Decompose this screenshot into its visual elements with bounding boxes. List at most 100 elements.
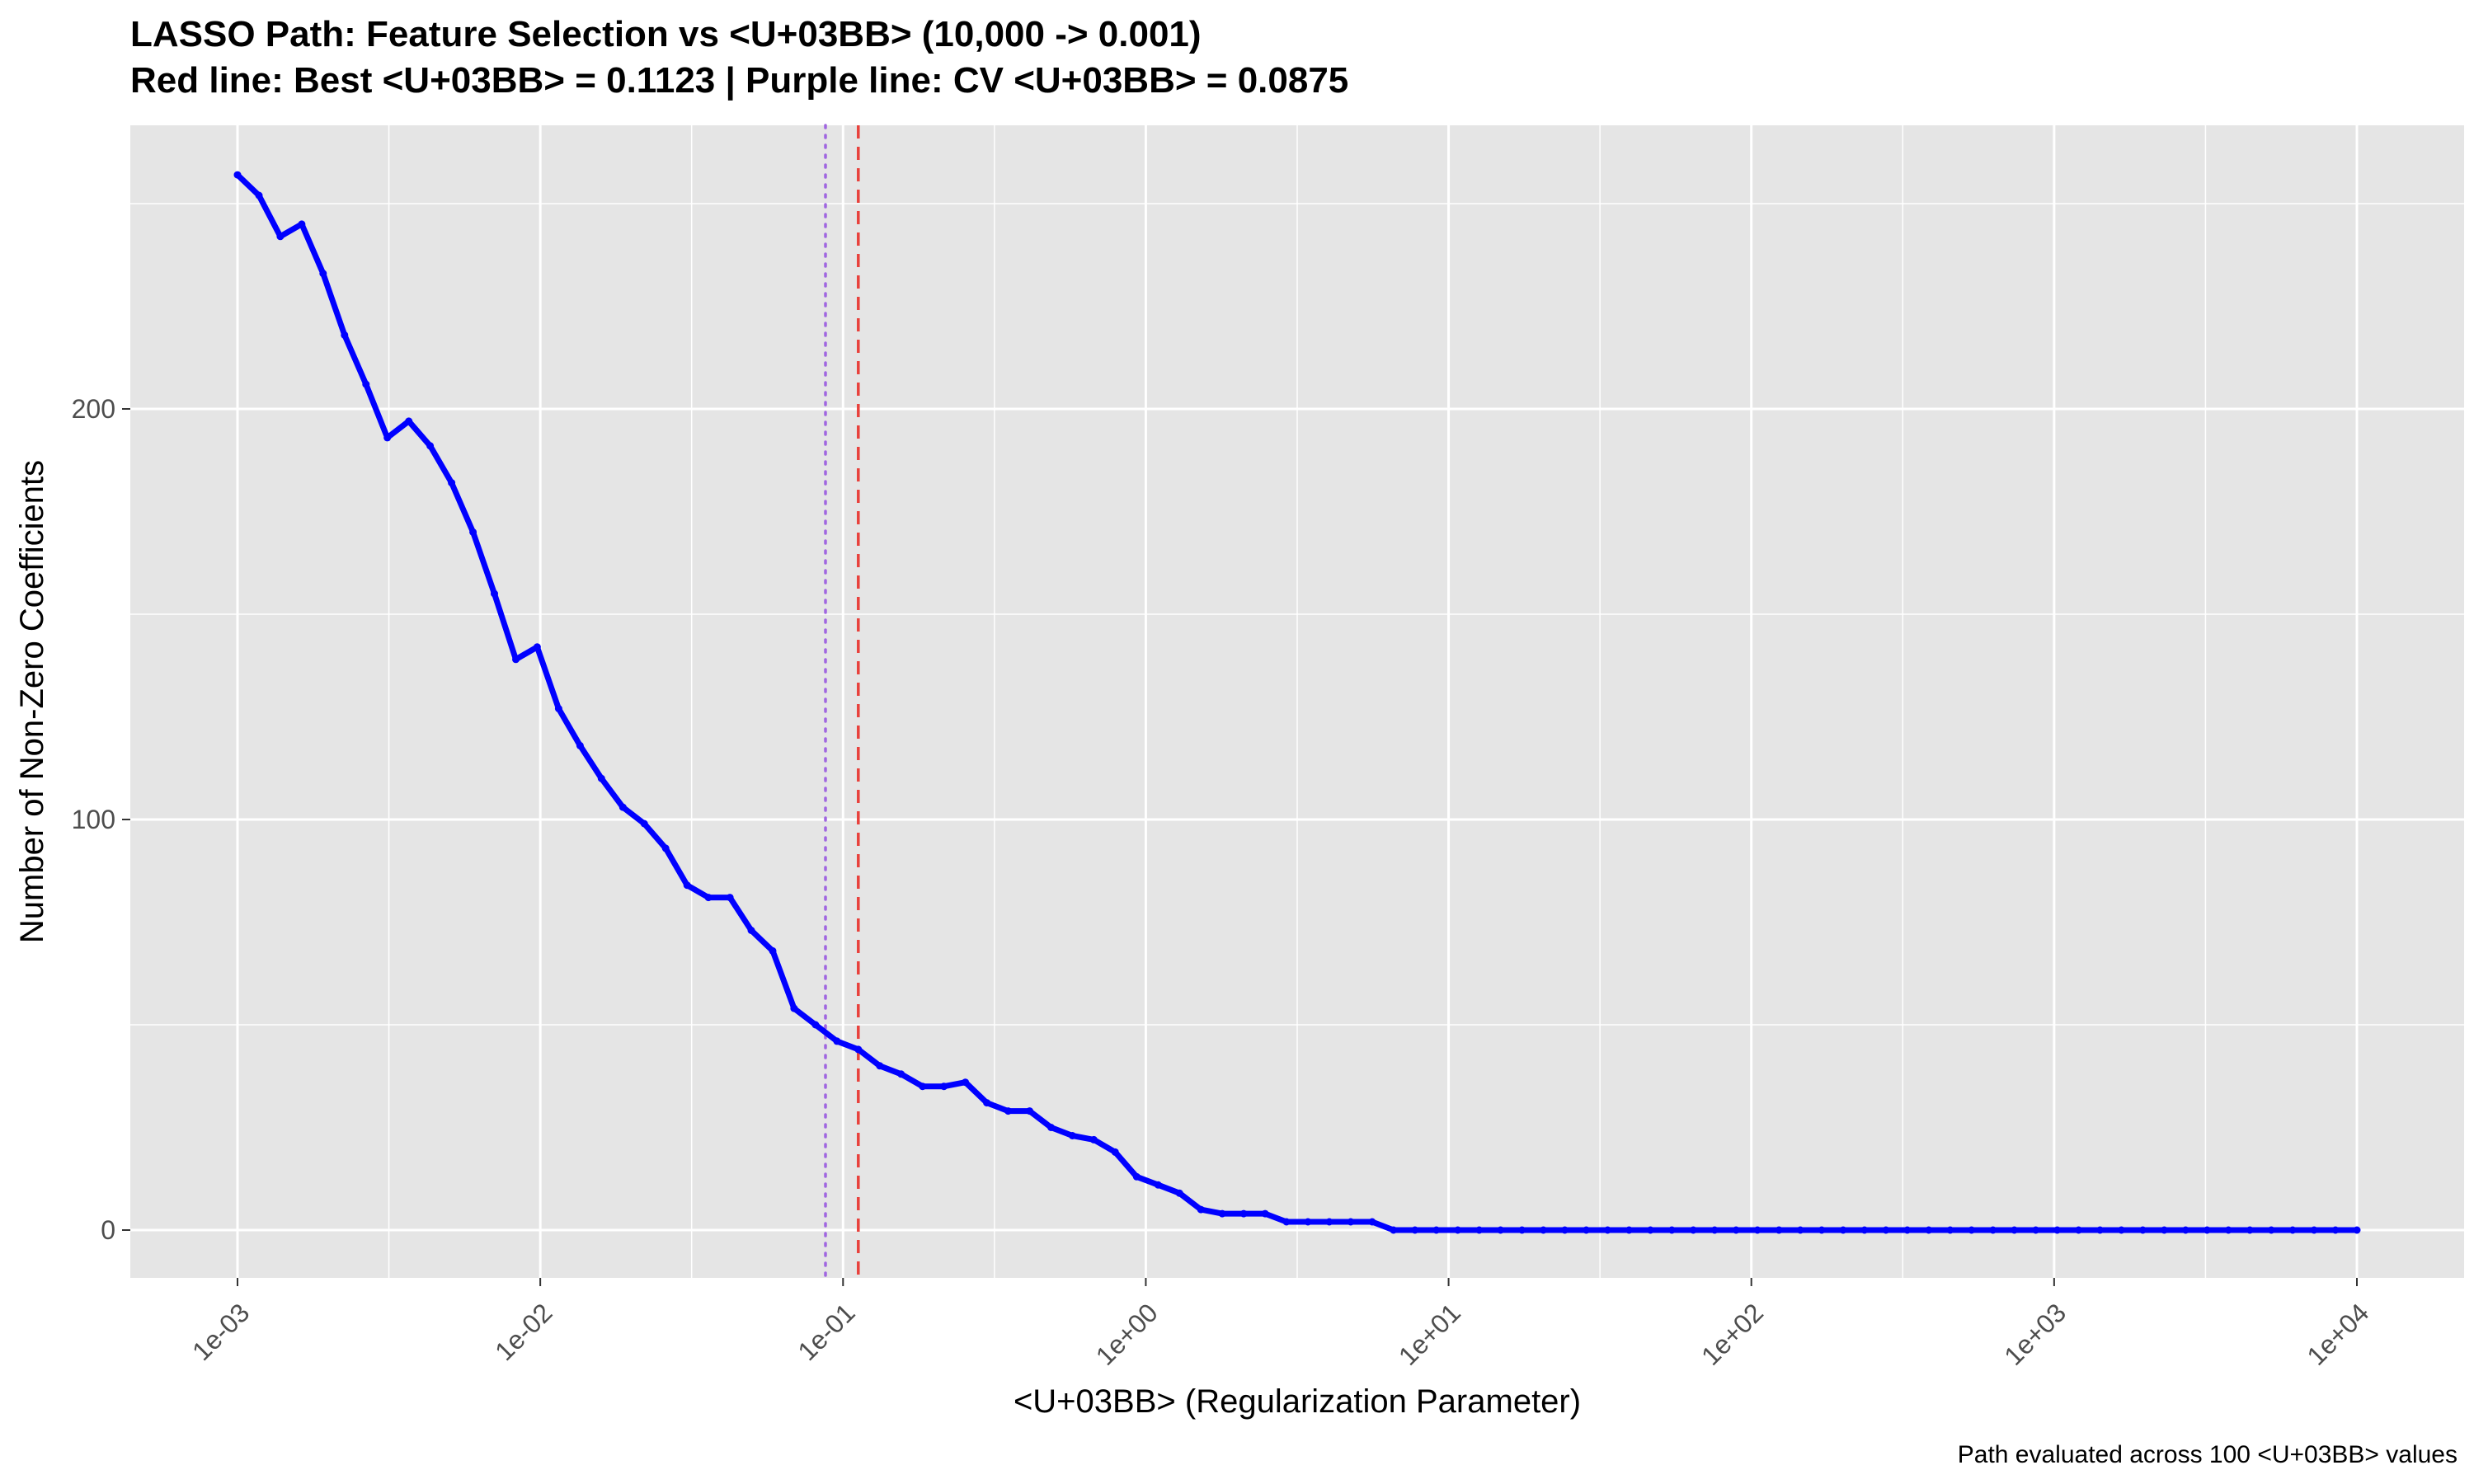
data-point [640, 819, 648, 828]
data-point [1689, 1226, 1697, 1234]
data-point [1068, 1132, 1076, 1139]
data-point [1347, 1218, 1355, 1226]
data-point [1197, 1205, 1205, 1214]
y-axis-title: Number of Non-Zero Coefficients [14, 460, 50, 943]
x-tick-label: 1e+01 [1393, 1298, 1466, 1371]
data-point [1239, 1209, 1248, 1218]
data-point [255, 191, 263, 200]
data-point [1882, 1226, 1890, 1234]
data-point [1989, 1226, 1997, 1234]
data-point [1946, 1226, 1954, 1234]
y-axis-ticks: 0 100 200 [72, 394, 130, 1245]
chart-caption: Path evaluated across 100 <U+03BB> value… [1958, 1441, 2458, 1468]
data-point [1667, 1226, 1676, 1234]
data-point [1839, 1226, 1847, 1234]
data-point [1818, 1226, 1826, 1234]
data-point [1710, 1226, 1719, 1234]
minor-gridlines [130, 125, 2464, 1278]
data-point [448, 479, 456, 487]
data-point [2053, 1226, 2062, 1234]
x-tick-label: 1e-01 [792, 1298, 860, 1366]
x-tick-label: 1e+02 [1696, 1298, 1769, 1371]
data-point [790, 1004, 798, 1012]
data-point [1132, 1172, 1141, 1181]
x-tick-label: 1e-02 [489, 1298, 557, 1366]
data-point [1540, 1226, 1547, 1234]
data-point [2288, 1226, 2297, 1234]
data-point [1646, 1226, 1654, 1234]
data-point [1261, 1209, 1269, 1218]
data-point [533, 643, 541, 651]
data-point [2138, 1226, 2147, 1234]
data-point [747, 927, 755, 934]
data-point [854, 1045, 863, 1054]
series-line [234, 171, 2360, 1233]
data-point [2331, 1226, 2340, 1234]
data-point [1454, 1226, 1462, 1234]
data-point [1368, 1218, 1376, 1226]
data-point [1004, 1107, 1012, 1115]
data-point [1796, 1226, 1804, 1234]
data-point [1325, 1218, 1333, 1226]
data-point [233, 171, 242, 179]
data-point [1047, 1124, 1055, 1131]
data-point [876, 1062, 884, 1070]
data-point [2267, 1226, 2275, 1234]
data-point [1603, 1226, 1611, 1234]
data-point [2117, 1226, 2125, 1234]
data-point [811, 1021, 820, 1029]
x-tick-label: 1e+04 [2301, 1298, 2374, 1371]
data-point [769, 946, 777, 955]
data-point [383, 434, 392, 442]
data-point [2224, 1226, 2232, 1234]
data-point [469, 528, 477, 536]
data-point [1561, 1226, 1569, 1234]
x-axis-ticks: 1e-03 1e-02 1e-01 1e+00 1e+01 1e+02 1e+03 1e+04 [186, 1278, 2374, 1371]
data-point [897, 1070, 905, 1078]
data-point [1732, 1226, 1740, 1234]
data-point [2353, 1226, 2361, 1234]
data-point [319, 270, 327, 278]
data-point [962, 1078, 970, 1087]
data-point [940, 1082, 948, 1091]
x-tick-label: 1e+00 [1090, 1298, 1164, 1371]
data-point [1903, 1226, 1912, 1234]
y-tick-label: 100 [72, 805, 115, 834]
data-point [1968, 1226, 1976, 1234]
data-point [1111, 1148, 1119, 1156]
x-tick-label: 1e-03 [186, 1298, 255, 1366]
y-tick-label: 200 [72, 394, 115, 424]
data-point [726, 894, 734, 902]
data-point [2011, 1226, 2019, 1234]
chart-subtitle: Red line: Best <U+03BB> = 0.1123 | Purpl… [130, 60, 1348, 101]
data-point [276, 232, 285, 241]
data-point [2203, 1226, 2211, 1234]
data-point [2246, 1226, 2254, 1234]
data-point [405, 417, 413, 425]
data-point [1753, 1226, 1761, 1234]
data-point [426, 442, 435, 450]
data-point [983, 1099, 991, 1107]
data-point [618, 803, 627, 811]
data-point [597, 774, 605, 782]
x-axis-title: <U+03BB> (Regularization Parameter) [1014, 1383, 1581, 1420]
data-point [491, 589, 498, 598]
data-point [1282, 1218, 1291, 1226]
data-point [512, 655, 520, 664]
data-point [2181, 1226, 2189, 1234]
data-point [1411, 1226, 1419, 1234]
data-point [576, 741, 584, 749]
reference-lines [824, 124, 860, 1280]
chart-title: LASSO Path: Feature Selection vs <U+03BB… [130, 14, 1202, 54]
data-point [919, 1082, 927, 1091]
data-point [1175, 1189, 1183, 1197]
data-point [2160, 1226, 2168, 1234]
data-point [2032, 1226, 2040, 1234]
data-point [554, 705, 562, 712]
data-point [1154, 1181, 1162, 1189]
data-point [1860, 1226, 1869, 1234]
data-point [1925, 1226, 1933, 1234]
y-tick-label: 0 [101, 1215, 115, 1245]
data-point [683, 881, 691, 890]
